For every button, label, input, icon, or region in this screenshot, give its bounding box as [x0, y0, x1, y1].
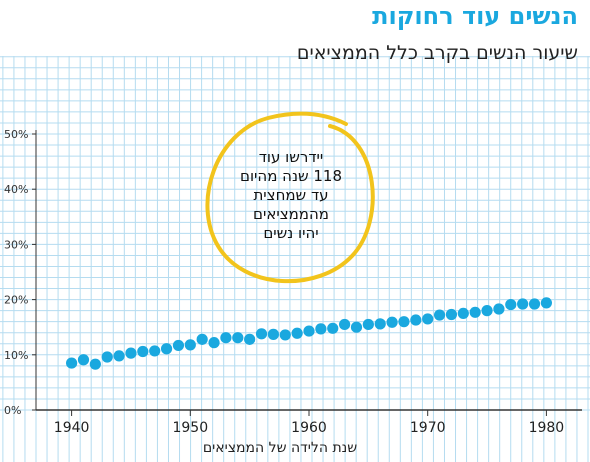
data-point — [505, 298, 517, 311]
annotation-line: מהממציאים — [253, 205, 329, 223]
data-point — [279, 329, 291, 341]
data-point — [172, 339, 185, 352]
data-point — [315, 323, 327, 335]
data-point — [160, 343, 173, 355]
x-tick-label: 1970 — [410, 420, 446, 436]
annotation-text: יידרשו עוד 118 שנה מהיום עד שמחצית מהממצ… — [206, 148, 376, 243]
x-tick-label: 1950 — [172, 420, 208, 436]
data-point — [303, 325, 315, 337]
x-tick-labels: 1940 1950 1960 1970 1980 — [54, 410, 564, 436]
data-point — [374, 318, 386, 330]
data-point — [528, 298, 541, 310]
y-tick-labels: 0% 10% 20% 30% 40% 50% — [4, 128, 36, 417]
data-point — [339, 318, 351, 331]
data-point — [101, 351, 113, 363]
data-point — [398, 316, 410, 328]
data-point — [89, 358, 101, 370]
data-point — [350, 321, 363, 333]
data-point — [196, 333, 208, 345]
data-point — [149, 345, 161, 357]
data-points — [66, 297, 552, 370]
chart-subtitle: שיעור הנשים בקרב כלל הממציאים — [296, 42, 578, 64]
data-point — [291, 327, 303, 339]
data-point — [422, 313, 434, 325]
data-point — [517, 298, 529, 310]
data-point — [255, 328, 268, 340]
y-tick-label: 50% — [4, 128, 28, 141]
data-point — [267, 328, 279, 340]
data-point — [445, 308, 458, 321]
annotation-line: יהיו נשים — [263, 224, 319, 242]
data-point — [386, 316, 398, 328]
data-point — [469, 306, 481, 318]
data-point — [220, 332, 232, 344]
annotation-circle — [205, 111, 375, 284]
y-tick-label: 40% — [4, 183, 28, 196]
annotation-line: עד שמחצית — [253, 186, 329, 204]
data-point — [113, 350, 125, 362]
y-tick-label: 0% — [4, 404, 21, 417]
y-tick-label: 20% — [4, 294, 28, 307]
data-point — [208, 337, 220, 349]
grid — [0, 56, 590, 462]
annotation-circle-stroke — [205, 111, 375, 284]
x-tick-label: 1980 — [529, 420, 565, 436]
y-tick-label: 10% — [4, 349, 28, 362]
data-point — [184, 339, 196, 351]
data-point — [66, 357, 78, 369]
data-point — [125, 347, 137, 359]
data-point — [493, 303, 505, 315]
data-point — [481, 305, 493, 317]
annotation-line: יידרשו עוד — [258, 148, 324, 166]
x-tick-label: 1960 — [291, 420, 327, 436]
y-tick-label: 30% — [4, 238, 28, 251]
data-point — [433, 309, 446, 321]
data-point — [540, 297, 552, 309]
data-point — [137, 345, 149, 358]
data-point — [232, 332, 244, 344]
data-point — [327, 322, 339, 334]
data-point — [457, 307, 469, 319]
annotation-line: 118 שנה מהיום — [240, 167, 342, 185]
data-point — [410, 314, 422, 326]
chart-title: הנשים עוד רחוקות — [372, 2, 578, 30]
data-point — [244, 333, 256, 345]
data-point — [362, 318, 374, 331]
x-tick-label: 1940 — [54, 420, 90, 436]
data-point — [77, 354, 90, 366]
x-axis-label: שנת הלידה של הממציאים — [202, 440, 358, 456]
